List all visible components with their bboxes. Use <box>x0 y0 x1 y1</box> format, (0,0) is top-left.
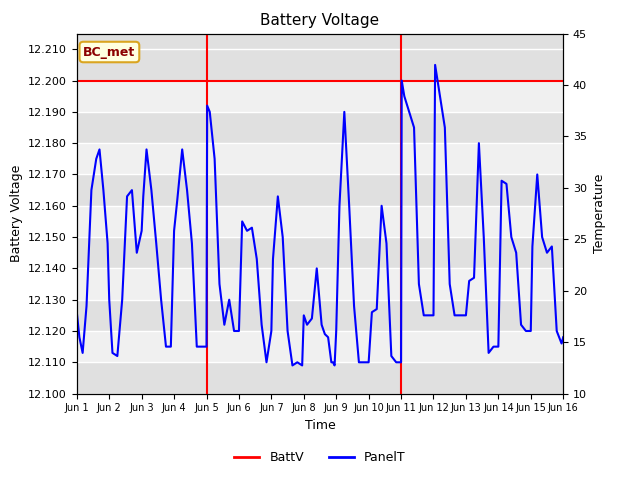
X-axis label: Time: Time <box>305 419 335 432</box>
Bar <box>77 112 563 143</box>
Bar <box>77 34 563 81</box>
Bar <box>77 206 563 237</box>
Bar <box>77 268 563 300</box>
Bar <box>77 81 563 112</box>
Bar <box>77 143 563 174</box>
Bar <box>77 174 563 206</box>
Bar <box>77 300 563 331</box>
Bar <box>77 362 563 394</box>
Y-axis label: Battery Voltage: Battery Voltage <box>10 165 22 262</box>
Legend: BattV, PanelT: BattV, PanelT <box>229 446 411 469</box>
Title: Battery Voltage: Battery Voltage <box>260 13 380 28</box>
Text: BC_met: BC_met <box>83 46 136 59</box>
Bar <box>77 331 563 362</box>
Y-axis label: Temperature: Temperature <box>593 174 605 253</box>
Bar <box>77 237 563 268</box>
